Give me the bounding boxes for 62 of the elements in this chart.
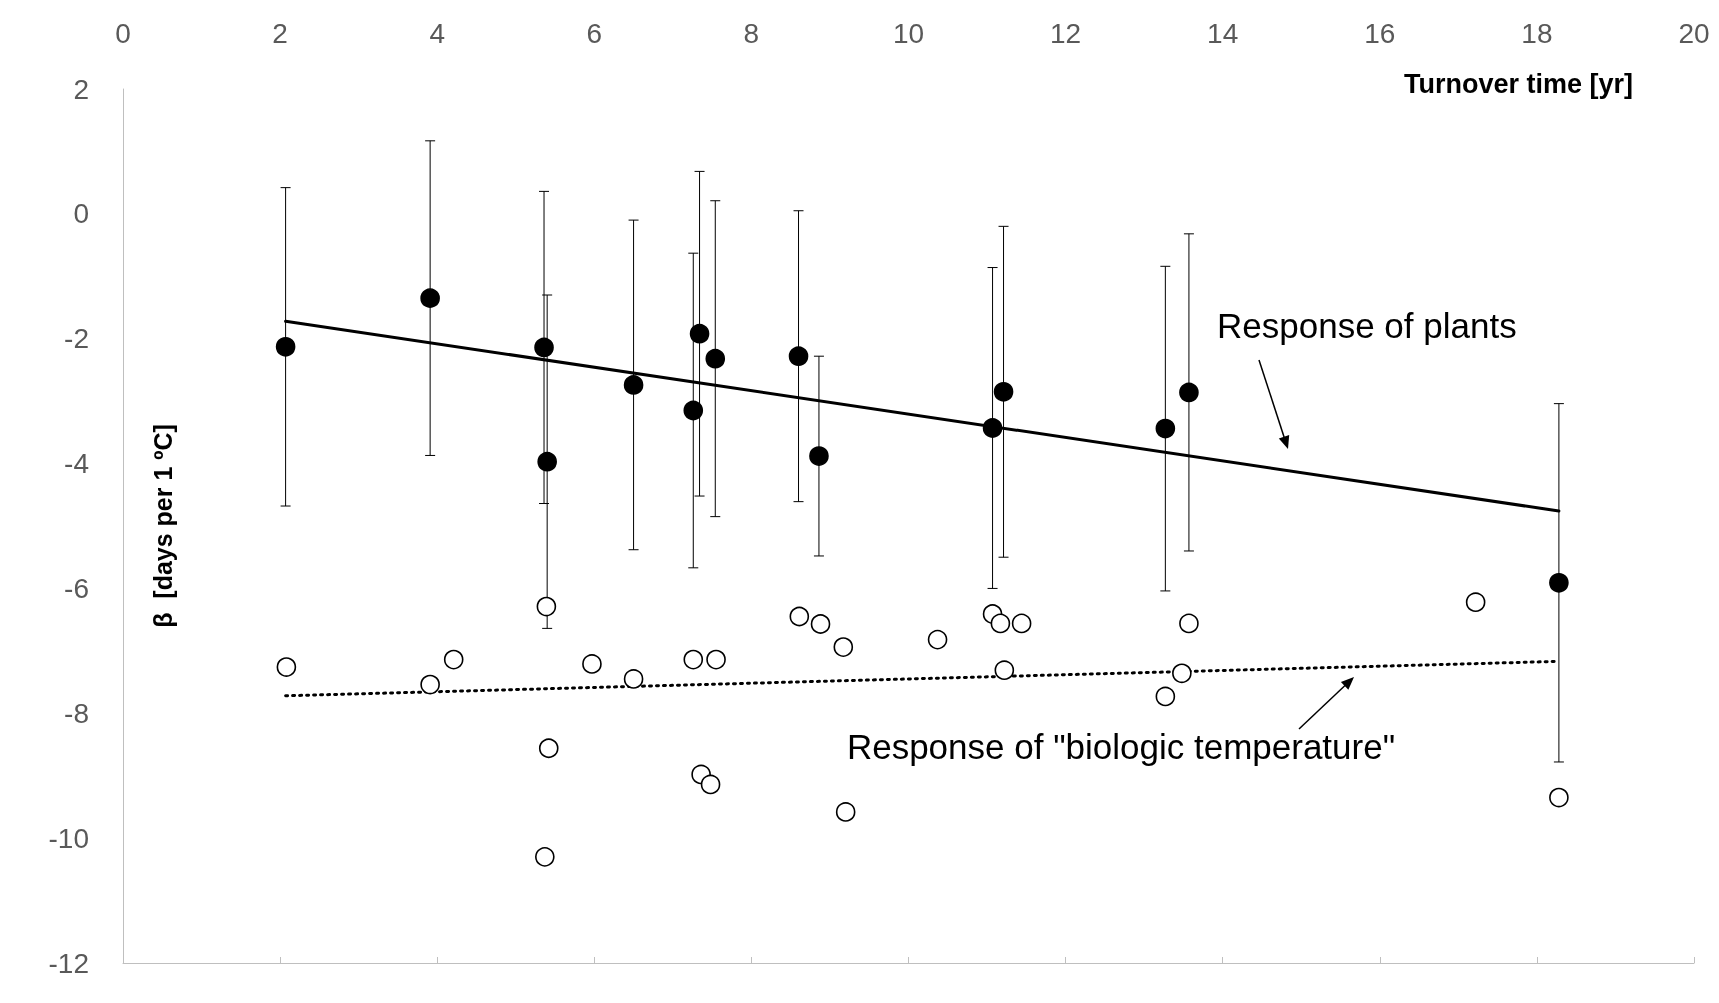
point: [1155, 686, 1176, 707]
point: [537, 451, 557, 472]
point: [1549, 573, 1569, 593]
x-tick-label: 6: [586, 17, 603, 49]
x-tick-label: 2: [272, 17, 288, 49]
point: [927, 629, 948, 650]
y-tick-label: 0: [73, 198, 89, 230]
point: [1465, 592, 1486, 612]
point: [582, 654, 602, 674]
point: [623, 375, 644, 395]
point: [994, 660, 1015, 680]
point: [706, 649, 726, 670]
point: [1172, 663, 1192, 684]
y-tick-label: -6: [64, 572, 89, 604]
point: [1011, 613, 1032, 634]
x-tick-label: 10: [892, 17, 925, 49]
annotation: Response of "biologic temperature": [846, 727, 1396, 767]
point: [683, 649, 704, 670]
point: [990, 613, 1011, 634]
point: [535, 847, 555, 867]
point: [689, 323, 710, 344]
point: [443, 649, 464, 670]
point: [683, 400, 704, 421]
point: [993, 381, 1014, 402]
point: [809, 446, 829, 466]
annotation: Response of plants: [1217, 306, 1517, 346]
point: [1179, 382, 1199, 403]
point: [276, 657, 297, 677]
x-tick-label: 14: [1207, 17, 1239, 49]
point: [534, 337, 554, 358]
x-tick-label: 12: [1050, 17, 1082, 49]
point: [538, 738, 559, 759]
y-tick-label: 2: [73, 73, 89, 105]
x-tick-label: 18: [1521, 17, 1553, 49]
point: [623, 669, 644, 689]
point: [788, 346, 809, 366]
y-axis-title: β [days per 1 ºC]: [148, 424, 177, 628]
x-tick-label: 16: [1364, 17, 1396, 49]
point: [810, 614, 831, 634]
point: [275, 337, 296, 357]
y-tick-label: -12: [48, 947, 89, 979]
x-tick-label: 0: [115, 17, 131, 49]
point: [789, 606, 810, 627]
point: [833, 637, 854, 657]
point: [1549, 787, 1569, 808]
point: [420, 288, 440, 308]
point: [536, 596, 557, 617]
y-tick-label: -4: [64, 448, 89, 480]
y-tick-label: -8: [64, 697, 89, 729]
y-tick-label: -2: [64, 323, 89, 355]
point: [700, 774, 721, 795]
x-axis-title: Turnover time [yr]: [1403, 68, 1634, 99]
point: [420, 674, 440, 695]
point: [835, 802, 856, 822]
point: [1155, 418, 1176, 439]
point: [982, 418, 1003, 438]
y-tick-label: -10: [48, 822, 89, 854]
point: [705, 348, 726, 369]
x-tick-label: 20: [1678, 17, 1710, 49]
x-tick-label: 4: [429, 17, 445, 49]
point: [1179, 613, 1199, 634]
x-tick-label: 8: [743, 17, 760, 49]
